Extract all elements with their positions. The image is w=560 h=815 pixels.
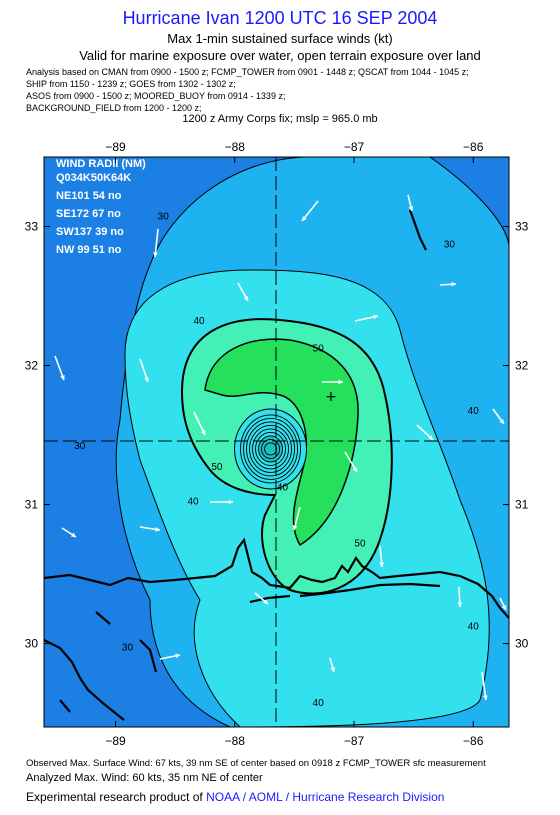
y-tick-label-left: 31: [25, 498, 39, 512]
source-line: BACKGROUND_FIELD from 1200 - 1200 z;: [26, 103, 202, 113]
contour-label: 40: [313, 698, 325, 709]
credit-line: Experimental research product of NOAA / …: [26, 790, 444, 804]
wind-vector: [139, 358, 149, 383]
coastline-delta: [44, 611, 158, 721]
contour-label: 40: [468, 406, 480, 417]
x-tick-label-top: −86: [463, 140, 484, 154]
y-tick-label-left: 30: [25, 637, 39, 651]
y-tick-label-left: 33: [25, 220, 39, 234]
eye-ring: [252, 428, 289, 470]
wind-vector: [254, 592, 269, 605]
wind-vector: [193, 411, 206, 436]
wind-vector: [499, 597, 507, 611]
y-tick-label-right: 32: [515, 359, 529, 373]
max-wind-marker: +: [325, 389, 337, 405]
wind-radii-row: NW 99 51 no: [56, 244, 122, 256]
contour-label: 50: [313, 344, 325, 355]
chart-subtitle: Max 1-min sustained surface winds (kt): [167, 31, 393, 46]
wind-vectors: [54, 194, 507, 701]
credit-org-link[interactable]: NOAA / AOML / Hurricane Research Divisio…: [206, 790, 445, 804]
contour-label: 40: [468, 622, 480, 633]
wind-radii-row: SW137 39 no: [56, 226, 124, 238]
x-tick-label-bottom: −88: [225, 734, 246, 748]
wind-vector: [354, 314, 379, 322]
y-tick-label-right: 33: [515, 220, 529, 234]
eye-ring: [249, 425, 292, 473]
contour-label: 50: [211, 462, 223, 473]
valid-line: Valid for marine exposure over water, op…: [79, 48, 481, 63]
chart-title: Hurricane Ivan 1200 UTC 16 SEP 2004: [122, 8, 438, 28]
contour-label: 30: [122, 643, 134, 654]
contour-labels: 30 30 30 30 30 40 40 40 40 40 40 50 50 50: [9, 212, 480, 710]
wind-vector: [416, 424, 434, 441]
wind-vector: [329, 657, 336, 673]
x-tick-label-bottom: −89: [105, 734, 126, 748]
wind-vector: [407, 194, 414, 212]
y-tick-label-right: 31: [515, 498, 529, 512]
eye-ring: [240, 414, 301, 484]
credit-prefix: Experimental research product of: [26, 790, 203, 804]
wind-vector: [492, 408, 505, 425]
wind-radii-row: NE101 54 no: [56, 190, 122, 202]
x-tick-label-bottom: −87: [344, 734, 365, 748]
wind-vector: [153, 228, 159, 258]
wind-radii-table: WIND RADII (NM) Q034K50K64K NE101 54 no …: [56, 158, 146, 256]
coastline-gulf: [44, 537, 509, 619]
wind-vector: [379, 545, 384, 568]
wind-vector: [54, 355, 65, 381]
contour-label: 30: [158, 212, 170, 223]
observed-max-wind: Observed Max. Surface Wind: 67 kts, 39 n…: [26, 758, 486, 769]
eye-ring: [243, 418, 298, 480]
wind-vector: [322, 379, 343, 385]
wind-vector: [237, 282, 249, 302]
wind-vector: [439, 281, 457, 287]
wind-vector: [457, 586, 463, 608]
coastline-bay: [408, 209, 427, 251]
contour-label: 40: [187, 497, 199, 508]
y-tick-label-left: 32: [25, 359, 39, 373]
contour-label: 30: [444, 239, 456, 250]
wind-radii-row: SE172 67 no: [56, 208, 121, 220]
eye-ring: [264, 442, 277, 456]
wind-vector: [481, 671, 488, 701]
wind-vector: [344, 451, 358, 473]
analyzed-max-wind: Analyzed Max. Wind: 60 kts, 35 nm NE of …: [26, 772, 263, 784]
eye-rings: [234, 408, 308, 490]
source-line: ASOS from 0900 - 1500 z; MOORED_BUOY fro…: [26, 91, 286, 101]
wind-radii-header: Q034K50K64K: [56, 172, 131, 184]
x-tick-label-bottom: −86: [463, 734, 484, 748]
band-core: [204, 338, 359, 547]
storm-center-crosshair: [44, 157, 509, 727]
wind-vector: [61, 527, 77, 538]
source-line: SHIP from 1150 - 1239 z; GOES from 1302 …: [26, 79, 236, 89]
wind-radii-title: WIND RADII (NM): [56, 158, 146, 170]
x-tick-label-top: −89: [105, 140, 126, 154]
fix-line: 1200 z Army Corps fix; mslp = 965.0 mb: [182, 113, 378, 125]
contour-label: 40: [193, 316, 205, 327]
wind-vector: [210, 499, 233, 505]
wind-vector: [301, 200, 319, 222]
contour-label: 40: [277, 483, 289, 494]
contour-label: 30: [74, 441, 86, 452]
eye-ring: [255, 432, 286, 466]
axis-ticks: −89 −89 −88 −88 −87 −87 −86 −86 30 30 31 31 32 32 33 33: [25, 140, 529, 748]
contour-label: 30: [9, 559, 21, 570]
coastline: [44, 209, 509, 721]
wind-vector: [292, 506, 301, 531]
y-tick-label-right: 30: [515, 637, 529, 651]
x-tick-label-top: −87: [344, 140, 365, 154]
wind-vector: [139, 526, 161, 532]
eye-ring: [246, 421, 295, 477]
plot-frame: [43, 156, 510, 728]
source-line: Analysis based on CMAN from 0900 - 1500 …: [26, 67, 469, 77]
contour-label: 50: [354, 538, 366, 549]
coastline-barrier: [249, 582, 441, 604]
x-tick-label-top: −88: [225, 140, 246, 154]
wind-vector: [159, 653, 181, 660]
